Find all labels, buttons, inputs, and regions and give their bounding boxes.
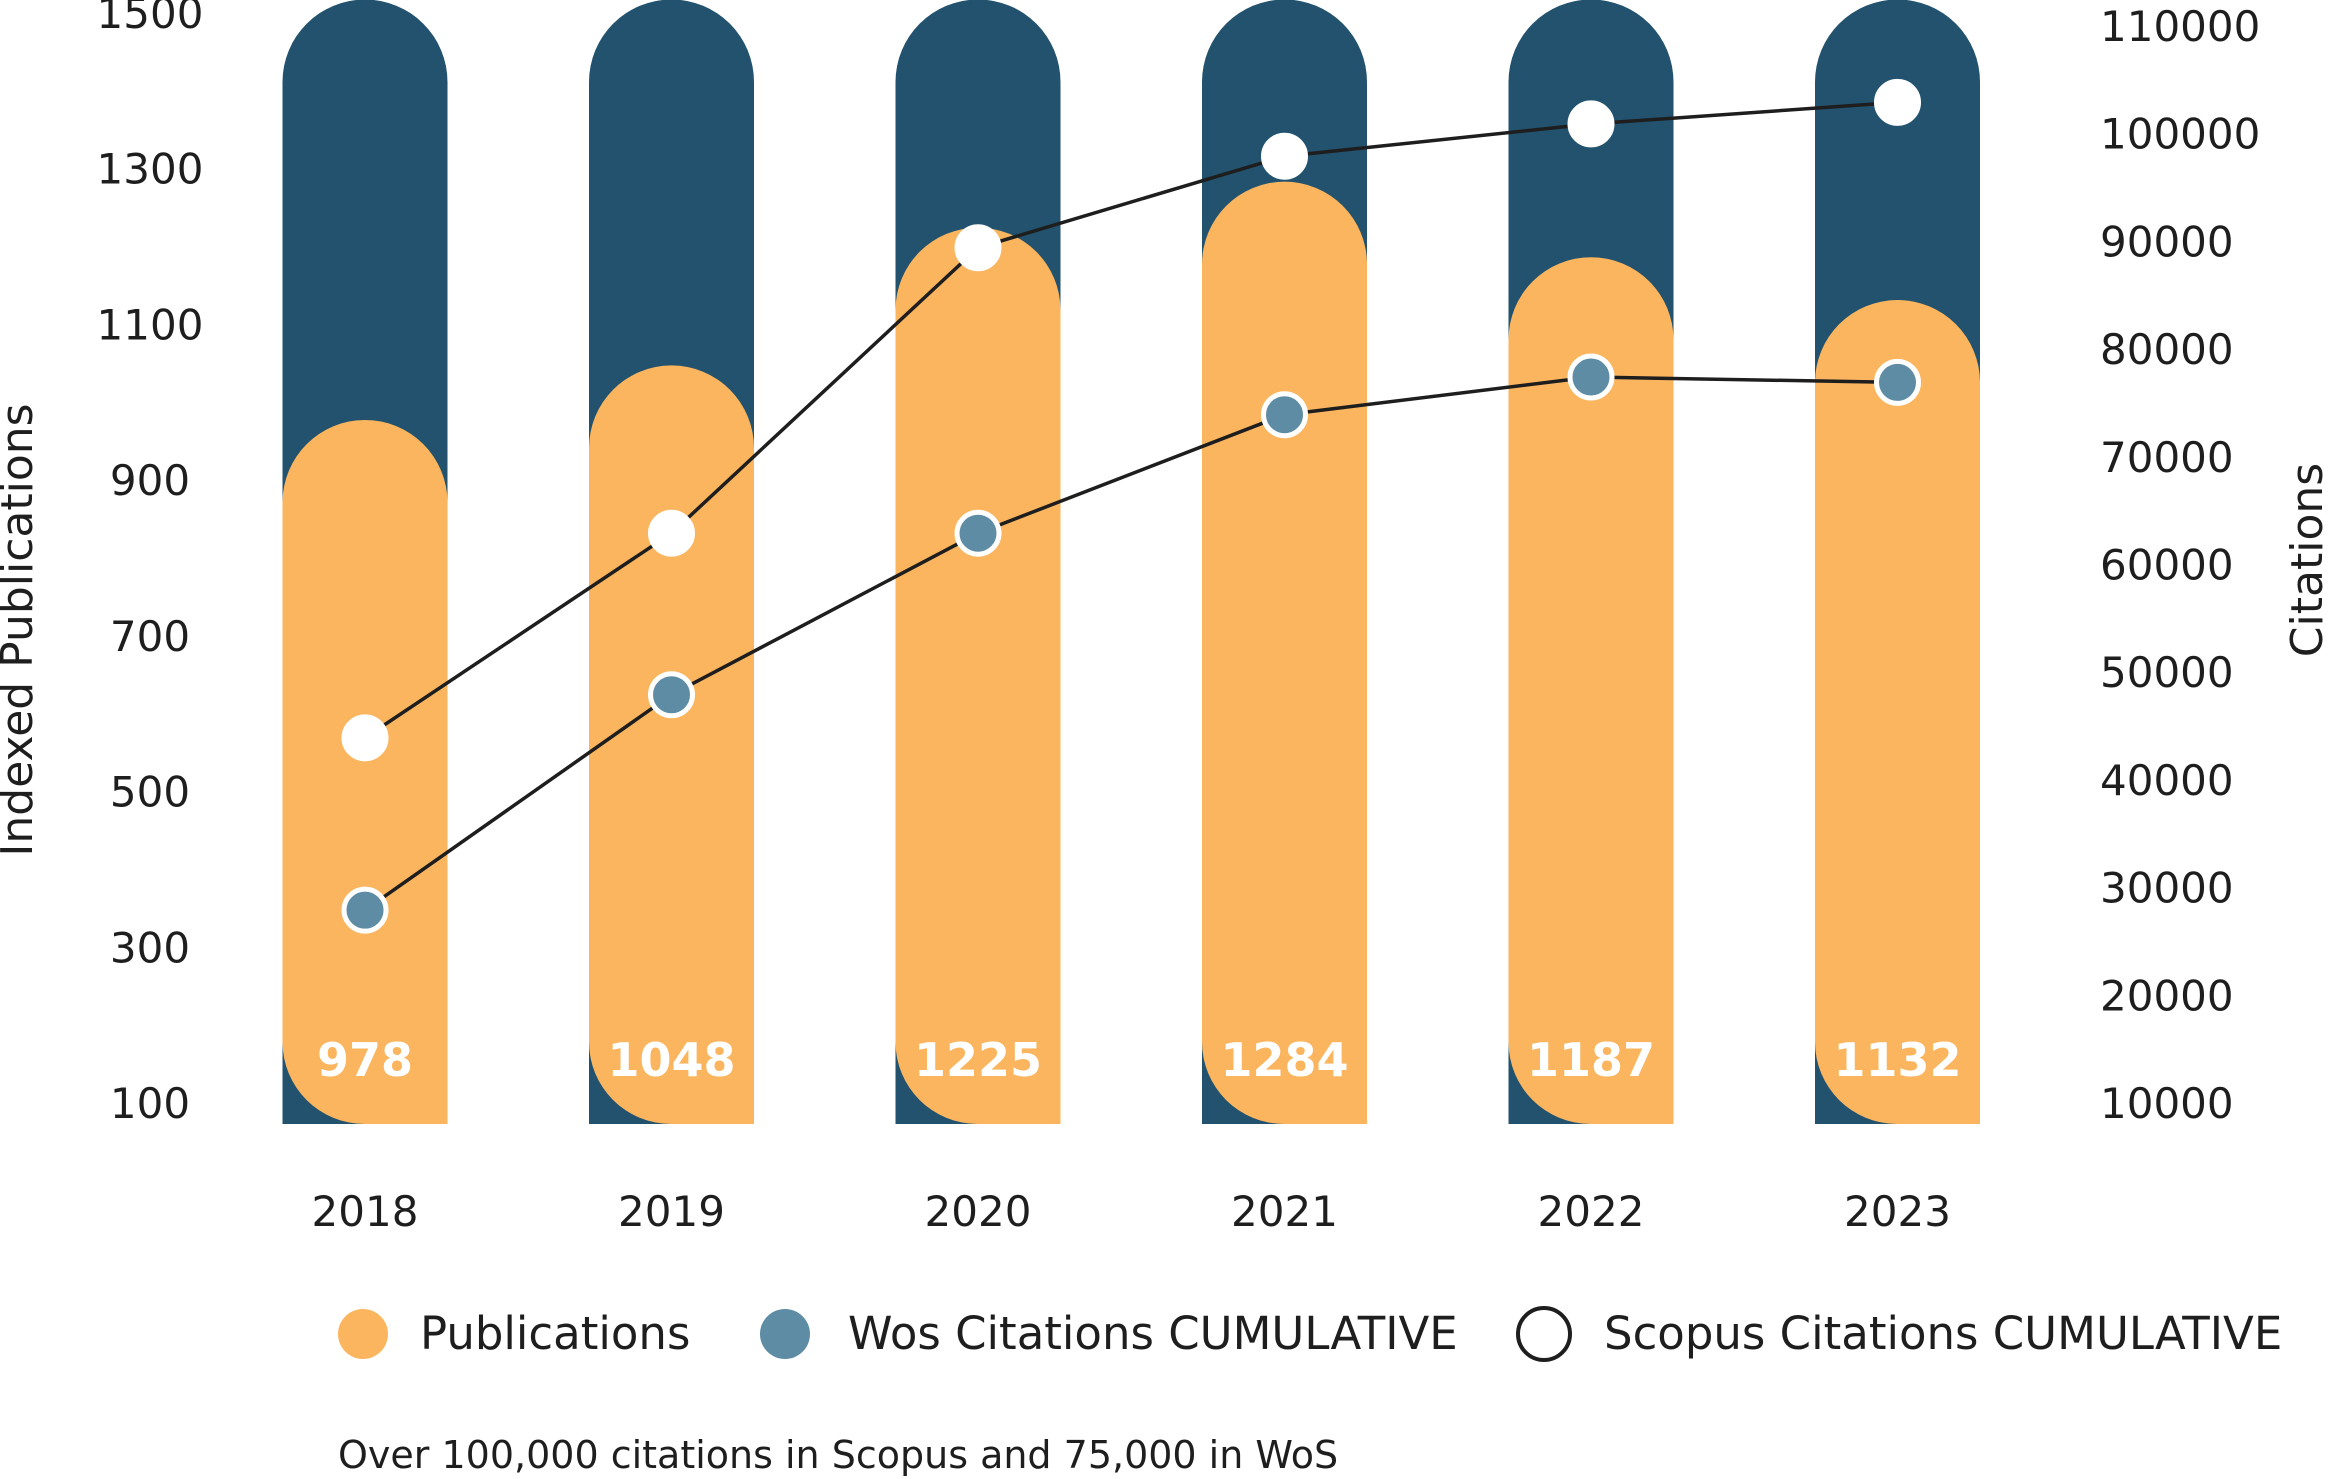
legend-label-wos: Wos Citations CUMULATIVE — [848, 1307, 1458, 1360]
left-tick-label: 700 — [110, 612, 190, 661]
left-tick-label: 500 — [110, 768, 190, 817]
point-scopus — [1874, 78, 1921, 126]
bar-value-label: 1187 — [1527, 1033, 1655, 1087]
point-scopus — [1567, 100, 1615, 148]
left-tick-label: 100 — [110, 1079, 190, 1128]
legend-label-scopus: Scopus Citations CUMULATIVE — [1604, 1307, 2282, 1360]
bar-value-label: 1225 — [914, 1033, 1042, 1087]
point-wos — [1874, 358, 1921, 406]
right-tick-label: 100000 — [2100, 110, 2260, 159]
left-axis-ticks: 1500 1300 1100 900 700 500 300 100 — [97, 0, 204, 1128]
chart-note: Over 100,000 citations in Scopus and 75,… — [338, 1433, 1338, 1477]
bar-value-label: 1284 — [1220, 1033, 1348, 1087]
right-tick-label: 60000 — [2100, 541, 2234, 590]
point-scopus — [954, 224, 1002, 272]
right-tick-label: 90000 — [2100, 217, 2234, 266]
x-tick-label: 2021 — [1231, 1187, 1338, 1236]
points-layer — [341, 78, 1921, 934]
legend-label-publications: Publications — [420, 1307, 690, 1360]
bar-publications — [895, 227, 1061, 1125]
legend-swatch-publications — [338, 1309, 388, 1359]
point-scopus — [1261, 132, 1308, 180]
right-tick-label: 110000 — [2100, 2, 2260, 51]
right-tick-label: 50000 — [2100, 648, 2234, 697]
left-tick-label: 1500 — [97, 0, 204, 38]
right-axis-title: Citations — [2282, 463, 2333, 657]
left-axis-title: Indexed Publications — [0, 403, 43, 856]
right-tick-label: 80000 — [2100, 325, 2234, 374]
x-axis-ticks: 2018 2019 2020 2021 2022 2023 — [312, 1187, 1951, 1236]
right-axis-ticks: 110000 100000 90000 80000 70000 60000 50000 400… — [2100, 2, 2260, 1128]
bar-labels-layer: 978 1048 1225 1284 1187 1132 — [317, 1033, 1962, 1087]
right-tick-label: 20000 — [2100, 971, 2234, 1020]
line-wos — [363, 375, 1898, 912]
legend-swatch-wos — [760, 1309, 810, 1359]
x-tick-label: 2019 — [618, 1187, 725, 1236]
left-tick-label: 1300 — [97, 145, 204, 194]
x-tick-label: 2018 — [312, 1187, 419, 1236]
point-wos — [648, 671, 695, 719]
line-scopus — [364, 100, 1898, 740]
bar-value-label: 978 — [317, 1033, 413, 1087]
bar-publications — [1815, 300, 1980, 1124]
right-tick-label: 30000 — [2100, 864, 2234, 913]
point-scopus — [648, 509, 695, 557]
left-tick-label: 300 — [110, 923, 190, 972]
x-tick-label: 2022 — [1538, 1187, 1645, 1236]
bar-value-label: 1048 — [607, 1033, 735, 1087]
legend-swatch-scopus — [1516, 1306, 1572, 1362]
point-wos — [954, 509, 1002, 557]
right-tick-label: 10000 — [2100, 1079, 2234, 1128]
lines-layer — [363, 100, 1898, 912]
bar-publications — [589, 365, 754, 1124]
bar-publications — [1508, 257, 1674, 1124]
bar-publications — [282, 419, 448, 1124]
right-tick-label: 40000 — [2100, 756, 2234, 805]
bars-layer — [282, 0, 1980, 1125]
left-tick-label: 1100 — [97, 300, 204, 349]
x-tick-label: 2023 — [1844, 1187, 1951, 1236]
x-tick-label: 2020 — [925, 1187, 1032, 1236]
bar-value-label: 1132 — [1833, 1033, 1961, 1087]
left-tick-label: 900 — [110, 456, 190, 505]
right-tick-label: 70000 — [2100, 433, 2234, 482]
point-wos — [1261, 391, 1308, 439]
point-wos — [1567, 353, 1615, 401]
legend: Publications Wos Citations CUMULATIVE Sc… — [338, 1306, 2282, 1362]
bar-publications — [1202, 181, 1367, 1125]
point-scopus — [341, 714, 389, 762]
point-wos — [341, 886, 389, 934]
